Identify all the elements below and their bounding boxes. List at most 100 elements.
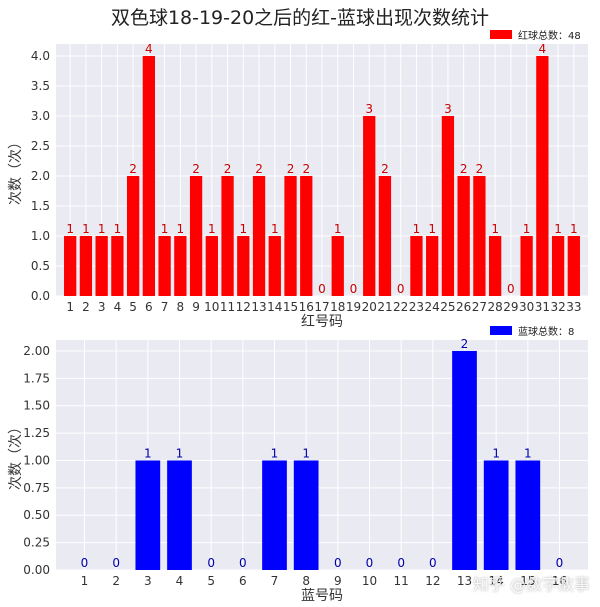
y-tick-label: 1.75 [23, 371, 50, 385]
data-label: 0 [112, 556, 120, 570]
x-tick-label: 25 [440, 300, 455, 314]
data-label: 1 [239, 222, 247, 236]
x-tick-label: 15 [283, 300, 298, 314]
x-tick-label: 4 [176, 574, 184, 588]
x-axis-label: 蓝号码 [301, 588, 343, 604]
bar [378, 176, 392, 296]
x-tick-label: 16 [299, 300, 314, 314]
data-label: 3 [365, 102, 373, 116]
data-label: 1 [208, 222, 216, 236]
data-label: 2 [224, 162, 232, 176]
bar [473, 176, 486, 296]
x-tick-label: 26 [456, 300, 471, 314]
y-tick-label: 2.0 [31, 169, 50, 183]
data-label: 1 [302, 446, 310, 460]
x-tick-label: 11 [394, 574, 409, 588]
chart-title: 双色球18-19-20之后的红-蓝球出现次数统计 [111, 7, 489, 29]
data-label: 3 [444, 102, 452, 116]
x-tick-label: 29 [503, 300, 518, 314]
x-tick-label: 27 [472, 300, 487, 314]
data-label: 2 [476, 162, 484, 176]
data-label: 1 [144, 446, 152, 460]
bar [174, 236, 187, 296]
data-label: 1 [271, 446, 279, 460]
data-label: 0 [239, 556, 247, 570]
bar [515, 460, 541, 570]
bar [252, 176, 266, 296]
data-label: 4 [145, 42, 153, 56]
x-tick-label: 3 [98, 300, 106, 314]
data-label: 1 [524, 446, 532, 460]
y-tick-label: 0.50 [23, 508, 50, 522]
legend-label: 红球总数：48 [518, 29, 581, 42]
x-tick-label: 4 [114, 300, 122, 314]
legend-label: 蓝球总数：8 [518, 325, 574, 338]
y-tick-label: 2.00 [23, 344, 50, 358]
x-tick-label: 2 [82, 300, 90, 314]
x-tick-label: 3 [144, 574, 152, 588]
x-tick-label: 7 [161, 300, 169, 314]
x-tick-label: 5 [129, 300, 137, 314]
bar [483, 460, 509, 570]
x-tick-label: 18 [330, 300, 345, 314]
bar [488, 236, 502, 296]
data-label: 1 [570, 222, 578, 236]
data-label: 1 [177, 222, 185, 236]
y-tick-label: 0.5 [31, 259, 50, 273]
x-tick-label: 8 [302, 574, 310, 588]
bar [567, 236, 580, 296]
x-tick-label: 8 [177, 300, 185, 314]
x-tick-label: 5 [207, 574, 215, 588]
bar [536, 56, 549, 296]
data-label: 0 [429, 556, 437, 570]
x-tick-label: 13 [251, 300, 266, 314]
blue-ball-chart: 0.000.250.500.751.001.251.501.752.000102… [8, 325, 588, 604]
data-label: 1 [82, 222, 90, 236]
bar [457, 176, 470, 296]
data-label: 0 [81, 556, 89, 570]
data-label: 1 [334, 222, 342, 236]
bar [95, 236, 108, 296]
bar [300, 176, 313, 296]
x-tick-label: 31 [535, 300, 550, 314]
y-axis-label: 次数（次） [8, 420, 24, 490]
data-label: 1 [66, 222, 74, 236]
x-tick-label: 6 [239, 574, 247, 588]
data-label: 2 [302, 162, 310, 176]
data-label: 1 [98, 222, 106, 236]
bar [221, 176, 234, 296]
x-tick-label: 33 [566, 300, 581, 314]
x-tick-label: 1 [81, 574, 89, 588]
data-label: 2 [287, 162, 295, 176]
data-label: 2 [192, 162, 200, 176]
data-label: 0 [397, 282, 405, 296]
data-label: 1 [428, 222, 436, 236]
x-tick-label: 12 [236, 300, 251, 314]
bar [452, 350, 477, 570]
data-label: 1 [161, 222, 169, 236]
x-tick-label: 6 [145, 300, 153, 314]
y-tick-label: 3.5 [31, 79, 50, 93]
x-tick-label: 21 [377, 300, 392, 314]
data-label: 1 [554, 222, 562, 236]
bar [293, 460, 319, 570]
x-tick-label: 12 [425, 574, 440, 588]
bar [64, 236, 77, 296]
x-tick-label: 28 [487, 300, 502, 314]
data-label: 2 [381, 162, 389, 176]
x-tick-label: 1 [66, 300, 74, 314]
data-label: 0 [366, 556, 374, 570]
y-tick-label: 3.0 [31, 109, 50, 123]
y-tick-label: 1.00 [23, 453, 50, 467]
y-tick-label: 0.0 [31, 289, 50, 303]
x-tick-label: 9 [334, 574, 342, 588]
legend-swatch [490, 30, 512, 39]
y-tick-label: 1.25 [23, 426, 50, 440]
bar [205, 236, 218, 296]
y-tick-label: 1.5 [31, 199, 50, 213]
x-tick-label: 2 [112, 574, 120, 588]
data-label: 2 [255, 162, 263, 176]
x-axis-label: 红号码 [301, 314, 343, 330]
x-tick-label: 32 [550, 300, 565, 314]
